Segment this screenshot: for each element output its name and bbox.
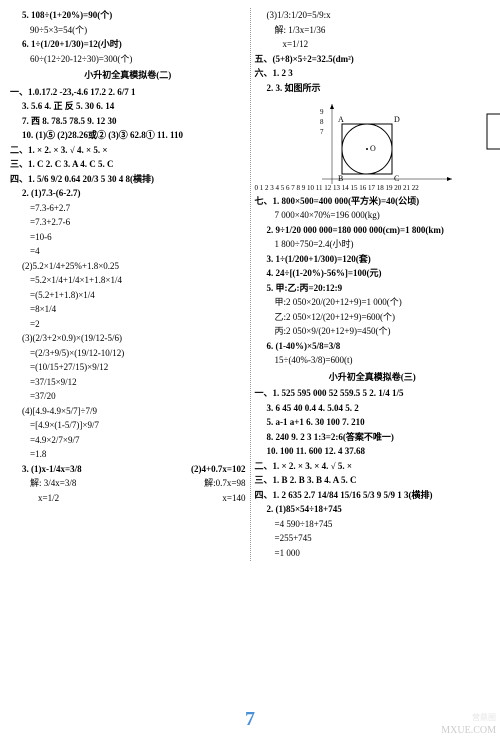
eq-left: 解: 3/4x=3/8 [30,477,76,491]
line: 三、1. B 2. B 3. B 4. A 5. C [255,474,491,488]
line: =37/20 [10,390,246,404]
svg-text:9: 9 [320,108,324,116]
line: x=1/12 [255,38,491,52]
line: =10-6 [10,231,246,245]
page-number: 7 [245,704,255,734]
line: 3. 6 45 40 0.4 4. 5.04 5. 2 [255,402,491,416]
line: 5. 108÷(1+20%)=90(个) [10,9,246,23]
line: =7.3-6+2.7 [10,202,246,216]
svg-text:C: C [394,174,399,183]
line: 3. (1)x-1/4x=3/8 (2)4+0.7x=102 [10,463,246,477]
line: 15÷(40%-3/8)=600(t) [255,354,491,368]
line: 乙:2 050×12/(20+12+9)=600(个) [255,311,491,325]
line: x=1/2 x=140 [10,492,246,506]
line: (3)1/3:1/20=5/9:x [255,9,491,23]
line: =255+745 [255,532,491,546]
line: =(5.2+1+1.8)×1/4 [10,289,246,303]
svg-text:8: 8 [320,118,324,126]
svg-text:D: D [394,115,400,124]
line: 三、1. C 2. C 3. A 4. C 5. C [10,158,246,172]
line: 5. a-1 a+1 6. 30 100 7. 210 [255,416,491,430]
line: (3)(2/3+2×0.9)×(19/12-5/6) [10,332,246,346]
line: 解: 1/3x=1/36 [255,24,491,38]
line: 2. (1)85×54÷18+745 [255,503,491,517]
section-title: 小升初全真模拟卷(三) [255,371,491,385]
line: 甲:2 050×20/(20+12+9)=1 000(个) [255,296,491,310]
line: 二、1. × 2. × 3. × 4. √ 5. × [255,460,491,474]
line: 3. 5.6 4. 正 反 5. 30 6. 14 [10,100,246,114]
eq-right: 解:0.7x=98 [204,477,245,491]
watermark-text: MXUE.COM [441,723,496,738]
line: 2. 3. 如图所示 [255,82,491,96]
svg-text:B: B [338,174,343,183]
line: 6. (1-40%)×5/8=3/8 [255,340,491,354]
line: 7. 西 8. 78.5 78.5 9. 12 30 [10,115,246,129]
line: =2 [10,318,246,332]
line: 2. 9÷1/20 000 000=180 000 000(cm)=1 800(… [255,224,491,238]
eq-right: (2)4+0.7x=102 [191,463,246,477]
line: 一、1. 525 595 000 52 559.5 5 2. 1/4 1/5 [255,387,491,401]
line: 10. (1)⑤ (2)28.26或② (3)③ 62.8① 11. 110 [10,129,246,143]
line: 七、1. 800×500=400 000(平方米)=40(公顷) [255,195,491,209]
line: =(2/3+9/5)×(19/12-10/12) [10,347,246,361]
section-title: 小升初全真模拟卷(二) [10,69,246,83]
eq-left: 3. (1)x-1/4x=3/8 [22,463,82,477]
line: =5.2×1/4+1/4×1+1.8×1/4 [10,274,246,288]
line: =4 [10,245,246,259]
line: =37/15×9/12 [10,376,246,390]
line: 四、1. 5/6 9/2 0.64 20/3 5 30 4 8(横排) [10,173,246,187]
line: 解: 3/4x=3/8 解:0.7x=98 [10,477,246,491]
line: 六、1. 2 3 [255,67,491,81]
line: 1 800÷750=2.4(小时) [255,238,491,252]
eq-left: x=1/2 [38,492,59,506]
svg-text:O: O [370,144,376,153]
line: 3. 1÷(1/200+1/300)=120(套) [255,253,491,267]
line: 4. 24÷[(1-20%)-56%]=100(元) [255,267,491,281]
eq-right: x=140 [222,492,245,506]
line: =(10/15+27/15)×9/12 [10,361,246,375]
line: 丙:2 050×9/(20+12+9)=450(个) [255,325,491,339]
line: 10. 100 11. 600 12. 4 37.68 [255,445,491,459]
geometry-diagram: A D B C O 9 8 7 E [312,99,432,179]
line: =1 000 [255,547,491,561]
line: (2)5.2×1/4+25%+1.8×0.25 [10,260,246,274]
line: 90÷5×3=54(个) [10,24,246,38]
line: 2. (1)7.3-(6-2.7) [10,187,246,201]
line: 一、1.0.17.2 -23,-4.6 17.2 2. 6/7 1 [10,86,246,100]
line: 7 000×40×70%=196 000(kg) [255,209,491,223]
line: 8. 240 9. 2 3 1:3=2:6(答案不唯一) [255,431,491,445]
line: 五、(5+8)×5÷2=32.5(dm²) [255,53,491,67]
line: 四、1. 2 635 2.7 14/84 15/16 5/3 9 5/9 1 3… [255,489,491,503]
line: =8×1/4 [10,303,246,317]
line: 60÷(12÷20-12÷30)=300(个) [10,53,246,67]
line: =4.9×2/7×9/7 [10,434,246,448]
svg-text:7: 7 [320,128,324,136]
line: =1.8 [10,448,246,462]
line: 5. 甲:乙:丙=20:12:9 [255,282,491,296]
line: (4)[4.9-4.9×5/7]÷7/9 [10,405,246,419]
line: 二、1. × 2. × 3. √ 4. × 5. × [10,144,246,158]
svg-text:A: A [338,115,344,124]
line: =4 590÷18+745 [255,518,491,532]
line: 6. 1÷(1/20+1/30)=12(小时) [10,38,246,52]
line: =7.3+2.7-6 [10,216,246,230]
line: =[4.9×(1-5/7)]×9/7 [10,419,246,433]
